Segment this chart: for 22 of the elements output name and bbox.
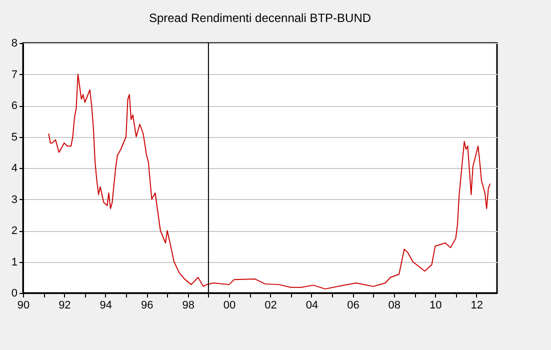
x-tick-label: 00 (223, 300, 236, 312)
x-tick-label: 12 (470, 300, 483, 312)
x-tick-label: 02 (264, 300, 277, 312)
x-tick-label: 04 (306, 300, 318, 312)
y-tick-label: 8 (11, 38, 18, 50)
y-tick-label: 6 (11, 100, 18, 112)
y-tick-label: 7 (11, 68, 18, 81)
x-tick-label: 94 (100, 300, 112, 312)
x-tick-label: 90 (17, 300, 30, 312)
x-tick-label: 06 (347, 300, 360, 312)
chart-title: Spread Rendimenti decennali BTP-BUND (148, 11, 372, 25)
x-tick-label: 08 (388, 300, 401, 312)
y-tick-label: 3 (11, 194, 18, 206)
y-tick-label: 0 (11, 288, 18, 300)
x-tick-label: 92 (58, 300, 71, 312)
y-tick-label: 5 (11, 131, 18, 144)
y-tick-label: 1 (11, 256, 18, 268)
y-tick-label: 2 (11, 225, 18, 237)
x-tick-label: 98 (182, 300, 194, 312)
x-tick-label: 96 (140, 300, 154, 312)
y-tick-label: 4 (11, 162, 18, 174)
x-tick-label: 10 (430, 300, 442, 312)
